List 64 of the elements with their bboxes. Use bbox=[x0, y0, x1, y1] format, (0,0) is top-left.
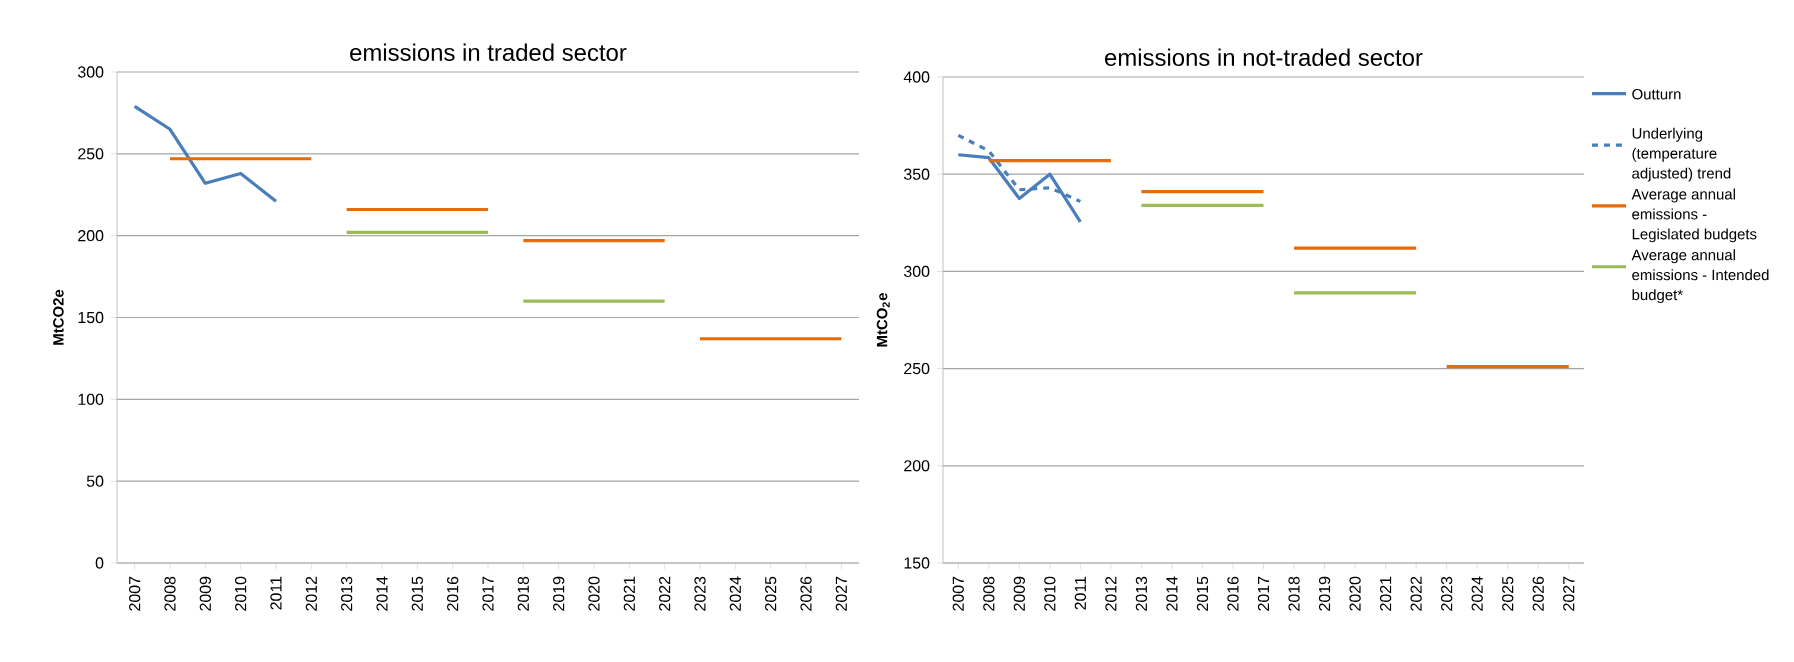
x-tick-label: 2016 bbox=[447, 576, 459, 611]
x-tick-label: 2026 bbox=[800, 576, 812, 611]
x-tick-label: 2017 bbox=[482, 576, 494, 611]
y-tick-label: 350 bbox=[903, 168, 930, 180]
y-tick-label: 150 bbox=[78, 311, 104, 324]
legend-label: Average annual emissions - Legislated budgets bbox=[1631, 188, 1757, 243]
x-tick-label: 2015 bbox=[411, 576, 423, 611]
y-tick-label: 300 bbox=[903, 265, 930, 278]
x-tick-label: 2022 bbox=[1410, 576, 1422, 611]
y-tick-label: 0 bbox=[95, 557, 104, 569]
x-tick-label: 2010 bbox=[1044, 576, 1056, 611]
x-tick-label: 2024 bbox=[729, 576, 741, 611]
x-tick-label: 2018 bbox=[1288, 576, 1300, 611]
x-tick-label: 2027 bbox=[835, 576, 847, 611]
x-tick-label: 2018 bbox=[517, 576, 529, 611]
x-tick-label: 2010 bbox=[235, 576, 247, 611]
legend-label: Average annual emissions - Intended budget* bbox=[1631, 249, 1769, 304]
y-tick-label: 200 bbox=[904, 460, 930, 472]
x-tick-label: 2021 bbox=[1379, 576, 1392, 611]
x-tick-label: 2016 bbox=[1227, 576, 1239, 611]
y-tick-label: 250 bbox=[904, 362, 930, 375]
x-tick-label: 2014 bbox=[376, 576, 388, 611]
x-tick-label: 2017 bbox=[1257, 576, 1270, 611]
x-tick-label: 2020 bbox=[1349, 576, 1361, 611]
x-tick-label: 2014 bbox=[1166, 576, 1178, 611]
x-tick-label: 2025 bbox=[1502, 576, 1514, 611]
x-tick-label: 2021 bbox=[623, 576, 635, 611]
x-tick-label: 2027 bbox=[1563, 576, 1575, 611]
chart-title: emissions in not-traded sector bbox=[1105, 48, 1423, 66]
x-tick-label: 2011 bbox=[1074, 576, 1087, 610]
x-tick-label: 2022 bbox=[659, 576, 671, 611]
legend-label: Underlying (temperature adjusted) trend bbox=[1632, 127, 1731, 182]
line-series bbox=[133, 104, 278, 203]
x-tick-label: 2026 bbox=[1532, 576, 1544, 611]
y-tick-label: 100 bbox=[78, 393, 104, 405]
x-tick-label: 2009 bbox=[199, 576, 211, 611]
y-tick-label: 50 bbox=[86, 475, 104, 487]
x-tick-label: 2020 bbox=[588, 576, 600, 611]
y-axis-title: MtCO2e bbox=[53, 289, 64, 345]
x-tick-label: 2008 bbox=[983, 576, 995, 611]
x-tick-label: 2025 bbox=[765, 576, 777, 611]
x-tick-label: 2015 bbox=[1196, 576, 1209, 611]
x-tick-label: 2024 bbox=[1471, 576, 1483, 611]
x-tick-label: 2009 bbox=[1013, 576, 1025, 611]
y-tick-label: 300 bbox=[77, 66, 104, 78]
x-tick-label: 2013 bbox=[341, 576, 353, 611]
legend-label: Outturn bbox=[1632, 88, 1681, 100]
x-tick-label: 2012 bbox=[1105, 576, 1117, 611]
y-axis-title: MtCO$_{2}$e bbox=[876, 293, 890, 347]
y-tick-label: 400 bbox=[903, 71, 930, 83]
x-tick-label: 2007 bbox=[129, 576, 141, 611]
y-tick-label: 250 bbox=[78, 148, 104, 160]
y-tick-label: 150 bbox=[904, 557, 930, 569]
x-tick-label: 2011 bbox=[270, 576, 282, 610]
x-tick-label: 2008 bbox=[164, 576, 176, 611]
x-tick-label: 2013 bbox=[1135, 576, 1148, 611]
chart-title: emissions in traded sector bbox=[350, 43, 627, 61]
x-tick-label: 2019 bbox=[1318, 576, 1331, 611]
x-tick-label: 2019 bbox=[553, 576, 565, 611]
x-tick-label: 2007 bbox=[952, 576, 964, 611]
x-tick-label: 2012 bbox=[305, 576, 317, 611]
y-tick-label: 200 bbox=[78, 230, 104, 242]
x-tick-label: 2023 bbox=[1441, 576, 1453, 611]
x-tick-label: 2023 bbox=[694, 576, 706, 611]
